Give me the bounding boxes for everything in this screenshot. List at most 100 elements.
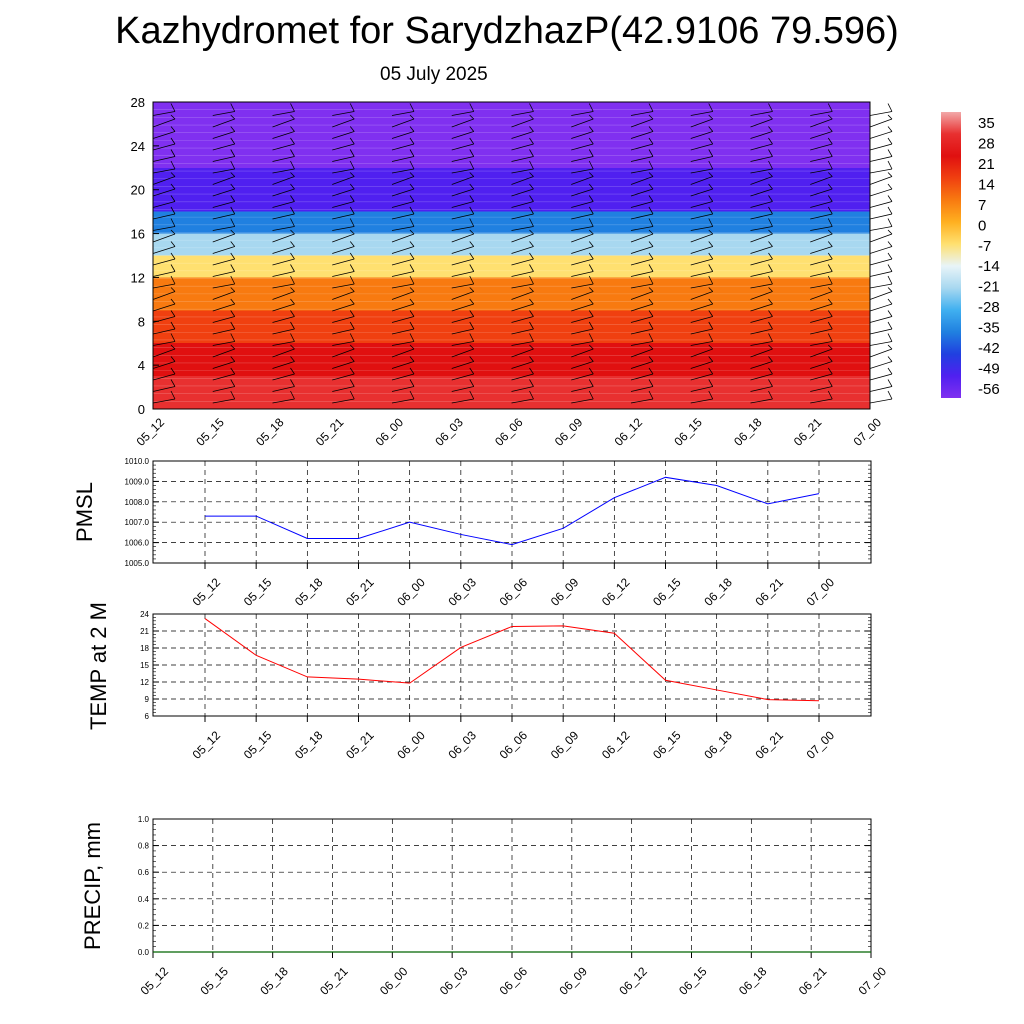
wind-barb-flag [529,264,534,272]
wind-barb [511,341,534,346]
x-tick-label: 06_06 [497,964,531,998]
wind-barb-flag [648,356,654,362]
wind-barb-flag [409,298,415,305]
wind-barb-flag [170,172,176,177]
wind-barb [391,398,415,404]
wind-barb-flag [230,264,236,272]
wind-barb [152,176,176,185]
x-tick-label: 06_21 [752,575,786,609]
wind-barb [391,156,415,162]
wind-barb-flag [529,287,534,292]
wind-barb-flag [529,114,534,120]
wind-barb-flag [529,390,534,400]
wind-barb-flag [469,114,475,120]
wind-barb [212,291,235,300]
wind-barb-flag [409,114,415,120]
wind-barb [451,271,474,277]
wind-barb [571,386,594,392]
wind-barb [451,341,474,346]
wind-barb-flag [230,195,236,202]
wind-barb [272,176,295,185]
wind-barb-flag [768,379,773,387]
x-tick-label: 06_00 [394,728,428,762]
wind-barb [810,246,833,254]
plot-frame [152,460,872,564]
wind-barb-flag [230,333,236,342]
wind-barb [750,226,773,231]
wind-barb [750,156,773,162]
wind-barb [391,118,415,128]
wind-barb-flag [409,149,415,157]
wind-barb [391,316,415,323]
wind-barb-flag [648,310,654,317]
x-tick-label: 06_21 [791,415,825,449]
wind-barb-flag [469,321,475,330]
wind-barb [212,328,235,335]
x-tick-label: 05_12 [190,575,224,609]
wind-barb [391,303,415,312]
y-tick-label: 24 [131,139,145,154]
wind-barb-flag [409,195,415,202]
wind-barb-flag [409,172,415,177]
wind-barb-flag [349,114,355,120]
wind-barb [391,213,415,220]
wind-barb-flag [230,287,236,292]
wind-barb-flag [648,379,654,387]
wind-barb-flag [768,344,773,350]
wind-barb-flag [529,149,534,157]
wind-barb-flag [827,103,833,112]
x-tick-label: 07_00 [804,728,838,762]
wind-barb [750,303,773,312]
wind-barb [750,283,773,289]
heatmap-panel: 0 4 8 12 16 20 24 28 05_12 05_15 05_18 05_21 06_00 06… [131,95,893,449]
y-tick-label: 6 [145,712,150,721]
wind-barb [869,176,893,185]
x-tick-label: 07_00 [851,415,885,449]
wind-barb [750,143,773,151]
wind-barb-flag [648,367,654,375]
wind-barb [451,328,474,335]
wind-barb [272,328,295,335]
wind-barb [869,316,893,323]
wind-barb [630,386,654,392]
wind-barb [511,176,534,185]
wind-barb-flag [230,298,236,305]
wind-barb [152,188,176,197]
wind-barb-flag [529,160,534,170]
wind-barb-flag [409,126,415,132]
wind-barb-flag [409,321,415,330]
wind-barb [212,233,235,243]
wind-barb [511,143,534,151]
wind-barb [391,283,415,289]
wind-barb [630,348,654,358]
wind-barb [212,373,235,381]
wind-barb [332,131,355,139]
wind-barb [690,303,713,312]
wind-barb-flag [529,206,534,215]
wind-barb-flag [409,137,415,145]
wind-barb-flag [529,229,534,235]
heatmap-field [153,102,870,409]
wind-barb [571,398,594,404]
wind-barb-flag [588,229,594,235]
wind-barb [451,283,474,289]
wind-barb-flag [648,298,654,305]
x-tick-label: 06_09 [556,964,590,998]
wind-barb-flag [469,333,475,342]
wind-barb [571,131,594,139]
wind-barb [212,143,235,151]
wind-barb-flag [349,333,355,342]
x-tick-label: 07_00 [856,964,890,998]
wind-barb-flag [469,206,475,215]
wind-barb [451,188,474,197]
wind-barb [152,233,176,243]
y-tick-label: 15 [140,661,149,670]
wind-barb-flag [409,367,415,375]
wind-barb [690,188,713,197]
wind-barb-flag [827,287,833,292]
wind-barb-flag [409,344,415,350]
wind-barb-flag [349,344,355,350]
x-tick-label: 06_15 [650,728,684,762]
wind-barb [272,316,295,323]
wind-barb [690,291,713,300]
